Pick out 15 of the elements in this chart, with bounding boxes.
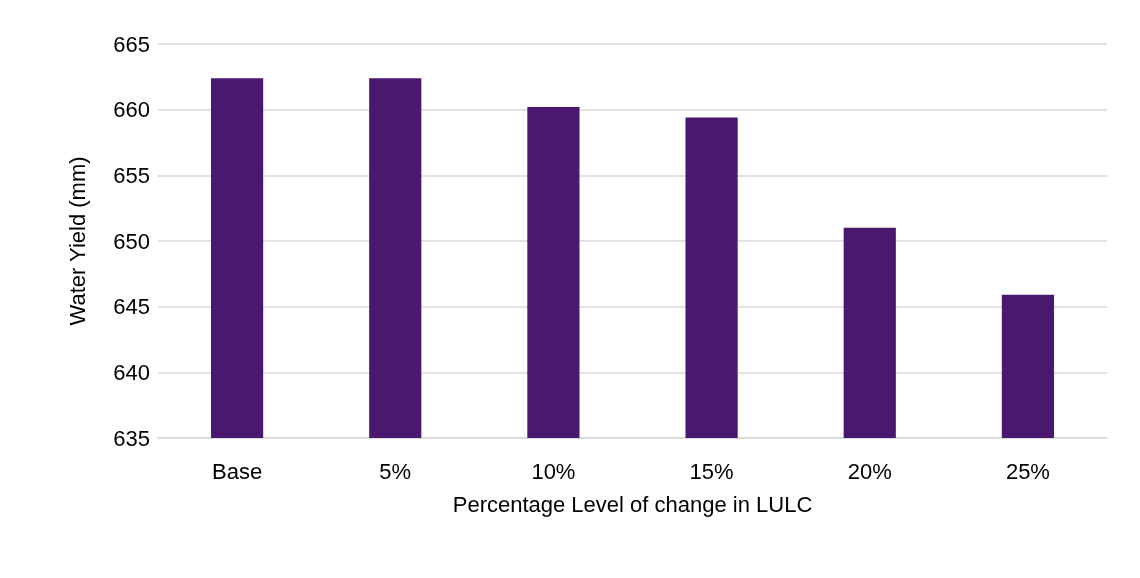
x-tick-label: 20% (847, 458, 892, 484)
x-tick-label: 5% (379, 458, 412, 484)
y-tick-label: 650 (113, 228, 150, 254)
x-tick-label: 25% (1005, 458, 1050, 484)
y-tick-label: 645 (113, 294, 150, 320)
x-tick-label: 15% (689, 458, 734, 484)
x-tick-label: Base (212, 458, 263, 484)
y-tick-label: 640 (113, 359, 150, 385)
y-tick-label: 665 (113, 31, 150, 57)
x-axis-title: Percentage Level of change in LULC (452, 491, 813, 517)
y-axis-title: Water Yield (mm) (64, 156, 90, 326)
y-tick-label: 660 (113, 97, 150, 123)
y-tick-label: 635 (113, 425, 150, 451)
y-tick-label: 655 (113, 162, 150, 188)
x-tick-label: 10% (531, 458, 576, 484)
